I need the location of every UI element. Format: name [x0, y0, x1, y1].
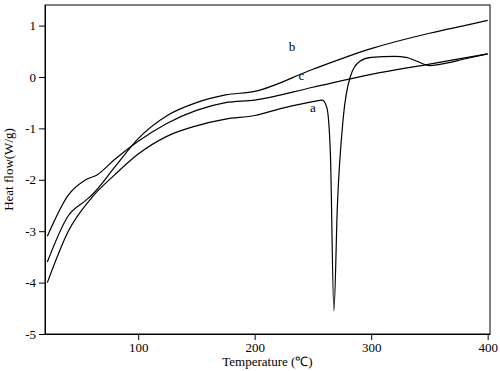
y-tick-label: -2 [25, 172, 36, 187]
y-tick-mark [39, 128, 45, 129]
y-tick: -1 [25, 121, 45, 136]
y-tick-label: -4 [25, 275, 36, 290]
series-line [47, 54, 487, 311]
x-tick: 300 [362, 334, 382, 355]
x-tick-mark [138, 334, 139, 340]
x-axis: 100 200 300 400 [46, 334, 498, 355]
annotation: c [298, 68, 304, 83]
y-tick-label: 0 [30, 70, 37, 85]
y-tick-mark [39, 77, 45, 78]
x-tick-mark [371, 334, 372, 340]
y-tick: -2 [25, 172, 45, 187]
y-axis-line [45, 6, 46, 335]
x-tick-mark [255, 334, 256, 340]
x-tick-label: 200 [245, 340, 264, 355]
y-axis: -5 -4 -3 -2 -1 0 1 [25, 6, 45, 342]
x-axis-title: Temperature (℃) [222, 354, 312, 369]
chart: 100 200 300 400 -5 -4 -3 -2 -1 0 1 a bc Temperature (… [0, 0, 500, 371]
y-axis-title: Heat flow(W/g) [1, 128, 16, 211]
plot-frame [45, 5, 490, 334]
y-tick-mark [39, 334, 45, 335]
y-tick-label: -1 [25, 121, 36, 136]
x-tick: 200 [245, 334, 264, 355]
y-tick: -5 [25, 327, 45, 342]
series-line [47, 20, 487, 262]
x-tick: 100 [129, 334, 149, 355]
x-tick-label: 100 [129, 340, 149, 355]
annotation: b [289, 39, 296, 54]
y-tick-mark [39, 26, 45, 27]
x-tick-label: 400 [478, 340, 498, 355]
series-line [47, 54, 487, 236]
y-tick-mark [39, 231, 45, 232]
x-tick-mark [488, 334, 489, 340]
lines [47, 20, 487, 310]
y-tick-mark [39, 180, 45, 181]
annotation: a [310, 100, 316, 115]
y-tick-mark [39, 283, 45, 284]
y-tick: -4 [25, 275, 45, 290]
x-tick: 400 [478, 334, 498, 355]
plot: 100 200 300 400 -5 -4 -3 -2 -1 0 1 a bc [25, 5, 498, 355]
y-tick-label: -3 [25, 224, 36, 239]
y-tick: 1 [30, 18, 46, 33]
y-tick-label: -5 [25, 327, 36, 342]
y-tick-label: 1 [30, 18, 37, 33]
x-axis-line [46, 334, 491, 335]
y-tick: -3 [25, 224, 45, 239]
x-tick-label: 300 [362, 340, 382, 355]
y-tick: 0 [30, 70, 46, 85]
